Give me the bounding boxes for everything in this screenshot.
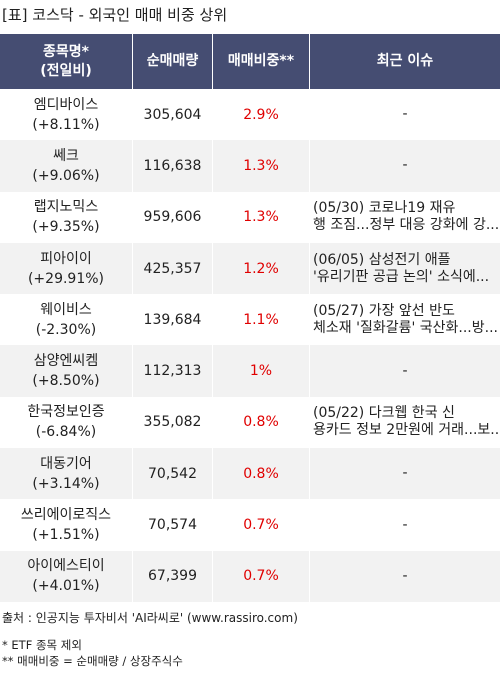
header-name-line1: 종목명*: [43, 43, 89, 60]
issue-line-1: (05/30) 코로나19 재유: [313, 200, 456, 217]
trade-ratio: 0.7%: [213, 499, 310, 551]
net-volume: 305,604: [133, 89, 213, 141]
header-row: 종목명* (전일비) 순매매량 매매비중** 최근 이슈: [0, 34, 500, 89]
stock-change: (+9.06%): [32, 167, 100, 184]
trade-ratio: 1.2%: [213, 242, 310, 295]
table-row: 삼양엔씨켐 (+8.50%) 112,313 1% -: [0, 345, 500, 397]
stock-name: 아이에스티이: [27, 558, 105, 575]
issue-line-2: 체소재 '질화갈륨' 국산화...방...: [313, 319, 498, 336]
stock-name-cell: 웨이비스 (-2.30%): [0, 294, 133, 346]
table-row: 아이에스티이 (+4.01%) 67,399 0.7% -: [0, 550, 500, 602]
trade-ratio: 1.3%: [213, 191, 310, 243]
header-name: 종목명* (전일비): [0, 34, 133, 89]
stock-change: (+1.51%): [32, 527, 100, 544]
header-issue: 최근 이슈: [310, 34, 500, 89]
stock-name-cell: 한국정보인증 (-6.84%): [0, 396, 133, 449]
table-row: 쎄크 (+9.06%) 116,638 1.3% -: [0, 140, 500, 192]
recent-issue: -: [310, 499, 500, 551]
net-volume: 70,542: [133, 448, 213, 500]
table-row: 피아이이 (+29.91%) 425,357 1.2% (06/05) 삼성전기 애플 '…: [0, 242, 500, 295]
stock-name: 랩지노믹스: [33, 199, 99, 216]
stock-change: (+3.14%): [32, 475, 100, 492]
stock-name: 피아이이: [40, 250, 92, 267]
issue-line-1: (05/27) 가장 앞선 반도: [313, 302, 455, 319]
recent-issue: -: [310, 345, 500, 397]
recent-issue: -: [310, 89, 500, 141]
net-volume: 355,082: [133, 396, 213, 449]
stock-name-cell: 아이에스티이 (+4.01%): [0, 550, 133, 602]
header-volume: 순매매량: [133, 34, 213, 89]
stock-name: 엠디바이스: [33, 96, 99, 113]
stock-name-cell: 쎄크 (+9.06%): [0, 140, 133, 192]
net-volume: 425,357: [133, 242, 213, 295]
header-ratio: 매매비중**: [213, 34, 310, 89]
stock-name: 한국정보인증: [27, 404, 105, 421]
stock-name-cell: 피아이이 (+29.91%): [0, 242, 133, 295]
trade-ratio: 0.8%: [213, 396, 310, 449]
trade-ratio: 0.7%: [213, 550, 310, 602]
recent-issue: (05/22) 다크웹 한국 신 용카드 정보 2만원에 거래...보...: [310, 396, 500, 449]
stock-name-cell: 대동기어 (+3.14%): [0, 448, 133, 500]
table-row: 대동기어 (+3.14%) 70,542 0.8% -: [0, 448, 500, 500]
stock-name-cell: 랩지노믹스 (+9.35%): [0, 191, 133, 243]
source-text: 출처 : 인공지능 투자비서 'AI라씨로' (www.rassiro.com): [2, 611, 298, 625]
net-volume: 959,606: [133, 191, 213, 243]
stock-change: (-2.30%): [35, 321, 97, 338]
recent-issue: (06/05) 삼성전기 애플 '유리기판 공급 논의' 소식에...: [310, 242, 500, 295]
stock-change: (+8.11%): [32, 116, 100, 133]
trade-ratio: 1%: [213, 345, 310, 397]
stock-change: (+4.01%): [32, 578, 100, 595]
recent-issue: (05/30) 코로나19 재유 행 조짐...정부 대응 강화에 강...: [310, 191, 500, 243]
trade-ratio: 1.3%: [213, 140, 310, 192]
stock-name: 대동기어: [40, 455, 92, 472]
stock-change: (-6.84%): [35, 424, 97, 441]
trade-ratio: 0.8%: [213, 448, 310, 500]
net-volume: 70,574: [133, 499, 213, 551]
trade-ratio: 1.1%: [213, 294, 310, 346]
table-row: 쓰리에이로직스 (+1.51%) 70,574 0.7% -: [0, 499, 500, 551]
page-title: [표] 코스닥 - 외국인 매매 비중 상위: [2, 6, 228, 24]
issue-line-1: (06/05) 삼성전기 애플: [313, 251, 451, 268]
foreign-trading-table: 종목명* (전일비) 순매매량 매매비중** 최근 이슈 엠디바이스 (+8.11…: [0, 34, 500, 602]
stock-name: 쓰리에이로직스: [20, 507, 112, 524]
recent-issue: -: [310, 550, 500, 602]
issue-line-2: 용카드 정보 2만원에 거래...보...: [313, 422, 500, 439]
stock-change: (+9.35%): [32, 219, 100, 236]
net-volume: 116,638: [133, 140, 213, 192]
issue-line-1: (05/22) 다크웹 한국 신: [313, 405, 455, 422]
footnote-ratio: ** 매매비중 = 순매매량 / 상장주식수: [2, 654, 183, 668]
stock-change: (+29.91%): [27, 270, 105, 287]
net-volume: 67,399: [133, 550, 213, 602]
trade-ratio: 2.9%: [213, 89, 310, 141]
header-name-line2: (전일비): [40, 62, 92, 79]
recent-issue: -: [310, 140, 500, 192]
stock-name-cell: 쓰리에이로직스 (+1.51%): [0, 499, 133, 551]
net-volume: 139,684: [133, 294, 213, 346]
stock-name-cell: 삼양엔씨켐 (+8.50%): [0, 345, 133, 397]
stock-name: 웨이비스: [40, 301, 92, 318]
issue-line-2: 행 조짐...정부 대응 강화에 강...: [313, 217, 500, 234]
stock-change: (+8.50%): [32, 373, 100, 390]
stock-name-cell: 엠디바이스 (+8.11%): [0, 89, 133, 141]
issue-line-2: '유리기판 공급 논의' 소식에...: [313, 268, 490, 285]
recent-issue: (05/27) 가장 앞선 반도 체소재 '질화갈륨' 국산화...방...: [310, 294, 500, 346]
footnote-etf: * ETF 종목 제외: [2, 638, 82, 652]
table-row: 엠디바이스 (+8.11%) 305,604 2.9% -: [0, 89, 500, 141]
table-row: 웨이비스 (-2.30%) 139,684 1.1% (05/27) 가장 앞선 반도 체…: [0, 294, 500, 346]
table-row: 랩지노믹스 (+9.35%) 959,606 1.3% (05/30) 코로나19 재유…: [0, 191, 500, 243]
stock-name: 쎄크: [53, 147, 79, 164]
recent-issue: -: [310, 448, 500, 500]
stock-name: 삼양엔씨켐: [33, 353, 99, 370]
table-row: 한국정보인증 (-6.84%) 355,082 0.8% (05/22) 다크웹 한국 …: [0, 396, 500, 449]
net-volume: 112,313: [133, 345, 213, 397]
